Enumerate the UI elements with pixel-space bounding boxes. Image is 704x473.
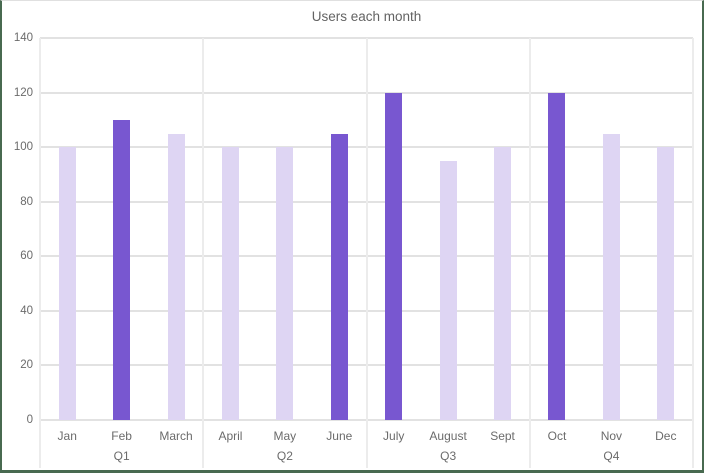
x-tick-label-march: March: [159, 429, 193, 443]
chart-title: Users each month: [311, 9, 422, 24]
bar-june[interactable]: [330, 133, 348, 420]
bar-may[interactable]: [276, 147, 294, 420]
y-tick-label-140: 140: [13, 32, 33, 44]
bar-dec[interactable]: [657, 147, 675, 420]
x-tick-label-june: June: [326, 429, 353, 443]
x-tick-label-may: May: [273, 429, 297, 443]
x-tick-label-nov: Nov: [600, 429, 623, 443]
x-tick-label-april: April: [218, 429, 243, 443]
y-tick-label-60: 60: [20, 250, 33, 263]
x-tick-label-jan: Jan: [57, 429, 77, 443]
x-tick-label-feb: Feb: [111, 429, 132, 443]
group-label-q1: Q1: [113, 449, 130, 463]
bar-august[interactable]: [439, 160, 457, 420]
x-tick-label-sept: Sept: [490, 429, 515, 443]
bar-april[interactable]: [221, 147, 239, 420]
bar-march[interactable]: [167, 133, 185, 420]
x-tick-label-august: August: [429, 429, 467, 443]
y-tick-label-40: 40: [20, 304, 33, 317]
group-label-q3: Q3: [440, 449, 457, 463]
y-tick-label-80: 80: [20, 195, 33, 208]
group-label-q4: Q4: [603, 449, 620, 463]
bar-oct[interactable]: [548, 92, 566, 420]
plot-left-edge: [39, 38, 41, 468]
quarter-separator: [202, 38, 205, 468]
group-label-q2: Q2: [276, 449, 293, 463]
bar-july[interactable]: [385, 92, 403, 420]
quarter-separator: [528, 38, 531, 468]
plot-right-edge: [692, 38, 694, 468]
bar-feb[interactable]: [113, 119, 131, 420]
bar-sept[interactable]: [494, 147, 512, 420]
y-tick-label-20: 20: [20, 359, 33, 372]
bar-nov[interactable]: [602, 133, 620, 420]
bar-jan[interactable]: [58, 147, 76, 420]
x-tick-label-oct: Oct: [547, 429, 567, 443]
y-tick-label-0: 0: [26, 414, 33, 426]
x-tick-label-dec: Dec: [655, 429, 677, 443]
quarter-separator: [365, 38, 368, 468]
x-tick-label-july: July: [383, 429, 405, 443]
y-tick-label-120: 120: [13, 86, 33, 99]
y-tick-label-100: 100: [13, 141, 33, 154]
